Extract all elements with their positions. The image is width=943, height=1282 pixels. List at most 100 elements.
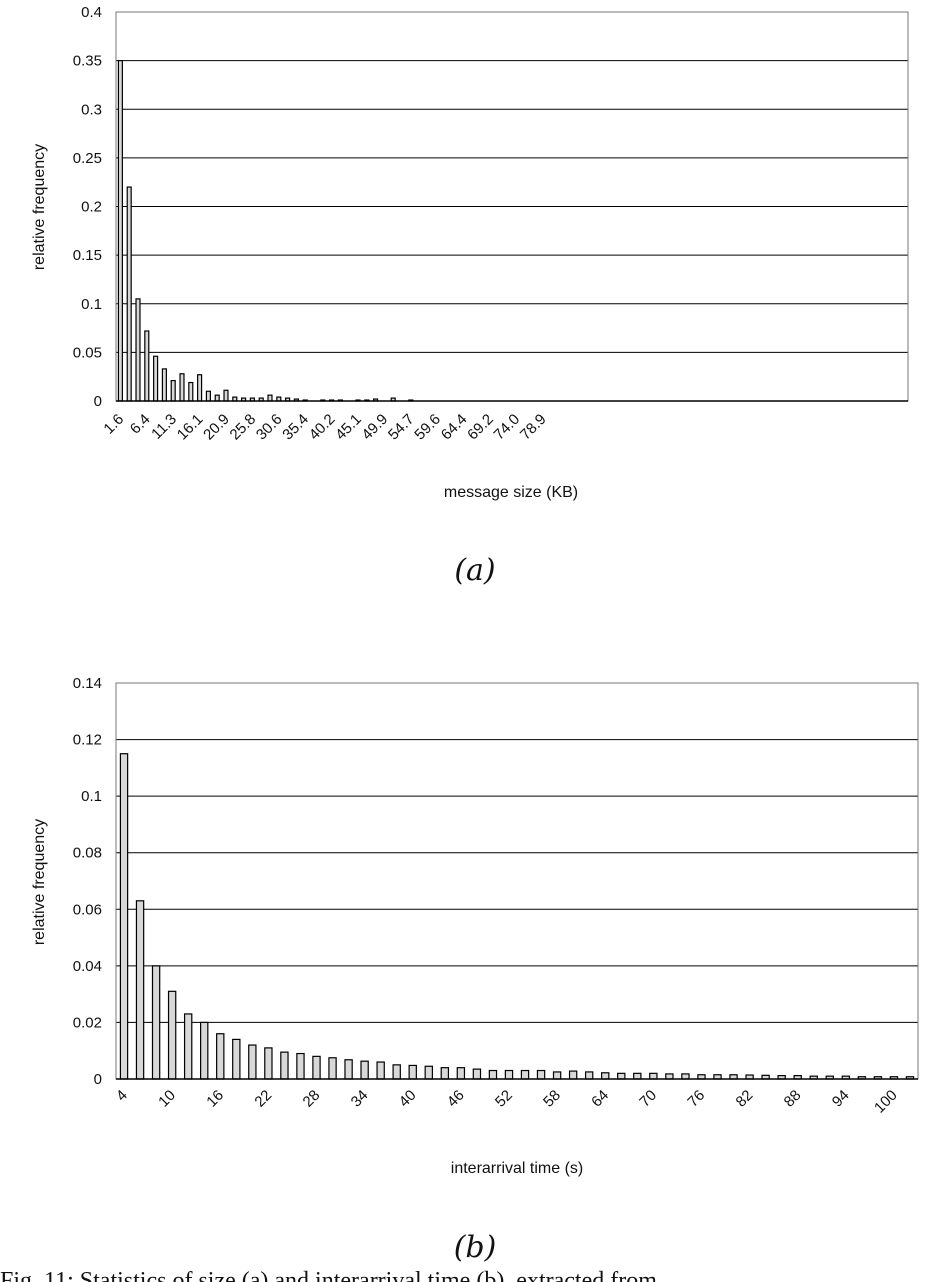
y-tick-label: 0.14 <box>73 675 102 692</box>
x-tick-label: 1.6 <box>100 411 127 438</box>
x-tick-label: 34 <box>348 1087 372 1111</box>
y-tick-label: 0.2 <box>81 199 102 216</box>
bar <box>633 1072 642 1080</box>
bar <box>392 1064 401 1080</box>
y-tick-label: 0.04 <box>73 958 102 975</box>
x-tick-label: 25.8 <box>227 411 260 444</box>
bar <box>488 1069 498 1080</box>
x-tick-label: 10 <box>155 1087 179 1111</box>
x-tick-label: 82 <box>733 1087 757 1111</box>
bar <box>649 1072 658 1080</box>
bar <box>223 389 229 402</box>
x-tick-label: 78.9 <box>517 411 550 444</box>
bar <box>584 1071 594 1080</box>
y-tick-label: 0 <box>94 1071 102 1088</box>
bar <box>504 1069 514 1080</box>
plot-frame <box>115 682 919 1080</box>
bar <box>456 1067 466 1080</box>
y-axis-label: relative frequency <box>31 819 48 945</box>
figure-caption: Fig. 11: Statistics of size (a) and inte… <box>0 1268 657 1282</box>
bar <box>151 965 161 1080</box>
bar <box>424 1065 433 1080</box>
bar <box>312 1055 321 1080</box>
bar <box>328 1057 337 1080</box>
x-tick-label: 20.9 <box>200 411 233 444</box>
bar <box>552 1071 562 1080</box>
bar <box>153 355 159 402</box>
bar <box>200 1021 209 1080</box>
bar <box>344 1059 353 1080</box>
chart-message-size: relative frequency message size (KB) (a)… <box>31 4 909 588</box>
x-tick-label: 49.9 <box>359 411 392 444</box>
bar <box>601 1072 610 1080</box>
bar <box>280 1051 289 1080</box>
x-tick-label: 45.1 <box>332 411 365 444</box>
y-tick-label: 0.25 <box>73 150 102 167</box>
x-tick-label: 6.4 <box>127 411 154 438</box>
bar <box>205 390 211 402</box>
bar <box>197 374 203 402</box>
y-tick-label: 0.12 <box>73 732 102 749</box>
bar <box>117 60 123 402</box>
x-tick-label: 76 <box>684 1087 708 1111</box>
x-tick-label: 16.1 <box>174 411 207 444</box>
x-tick-label: 46 <box>444 1087 468 1111</box>
bar <box>170 379 176 402</box>
bar <box>267 394 273 402</box>
bar <box>360 1060 369 1080</box>
x-tick-label: 100 <box>871 1087 901 1117</box>
y-tick-label: 0.06 <box>73 901 102 918</box>
x-tick-label: 40.2 <box>306 411 339 444</box>
bar <box>144 330 150 402</box>
bar <box>214 394 220 402</box>
bar <box>232 1038 241 1080</box>
x-tick-label: 40 <box>396 1087 420 1111</box>
x-tick-label: 16 <box>203 1087 227 1111</box>
bar <box>135 298 141 402</box>
x-tick-label: 70 <box>636 1087 660 1111</box>
bar <box>119 753 129 1080</box>
y-tick-label: 0.08 <box>73 845 102 862</box>
bar <box>296 1052 305 1080</box>
y-tick-label: 0.05 <box>73 344 102 361</box>
bar <box>568 1070 578 1080</box>
x-tick-label: 64.4 <box>438 411 471 444</box>
x-tick-label: 30.6 <box>253 411 286 444</box>
bar <box>264 1047 273 1080</box>
x-tick-label: 54.7 <box>385 411 418 444</box>
bar <box>536 1069 546 1080</box>
x-tick-label: 74.0 <box>491 411 524 444</box>
y-tick-label: 0.1 <box>81 788 102 805</box>
x-tick-label: 11.3 <box>148 411 180 443</box>
x-tick-label: 52 <box>492 1087 516 1111</box>
x-tick-label: 22 <box>251 1087 275 1111</box>
x-tick-label: 35.4 <box>279 411 312 444</box>
bar <box>183 1013 193 1080</box>
bar <box>520 1069 530 1080</box>
bar <box>248 1044 257 1080</box>
x-axis-label: interarrival time (s) <box>451 1160 583 1177</box>
bar <box>126 186 132 402</box>
y-tick-label: 0.15 <box>73 247 102 264</box>
y-tick-label: 0.02 <box>73 1014 102 1031</box>
y-tick-label: 0.35 <box>73 53 102 70</box>
bar <box>617 1072 626 1080</box>
x-tick-label: 59.6 <box>411 411 444 444</box>
bar <box>167 990 177 1080</box>
bar <box>665 1073 674 1080</box>
x-tick-label: 58 <box>540 1087 564 1111</box>
x-axis-label: message size (KB) <box>444 484 578 501</box>
y-tick-label: 0.3 <box>81 101 102 118</box>
bar <box>135 900 145 1080</box>
y-axis-label: relative frequency <box>31 144 48 270</box>
y-tick-label: 0.1 <box>81 296 102 313</box>
bar <box>216 1033 225 1080</box>
panel-label-b: (b) <box>454 1230 497 1265</box>
x-tick-label: 28 <box>300 1087 324 1111</box>
bar <box>440 1067 450 1080</box>
x-tick-label: 69.2 <box>464 411 497 444</box>
x-tick-label: 64 <box>588 1087 612 1111</box>
x-tick-label: 4 <box>113 1087 131 1105</box>
chart-interarrival-time: relative frequency interarrival time (s)… <box>31 675 919 1265</box>
